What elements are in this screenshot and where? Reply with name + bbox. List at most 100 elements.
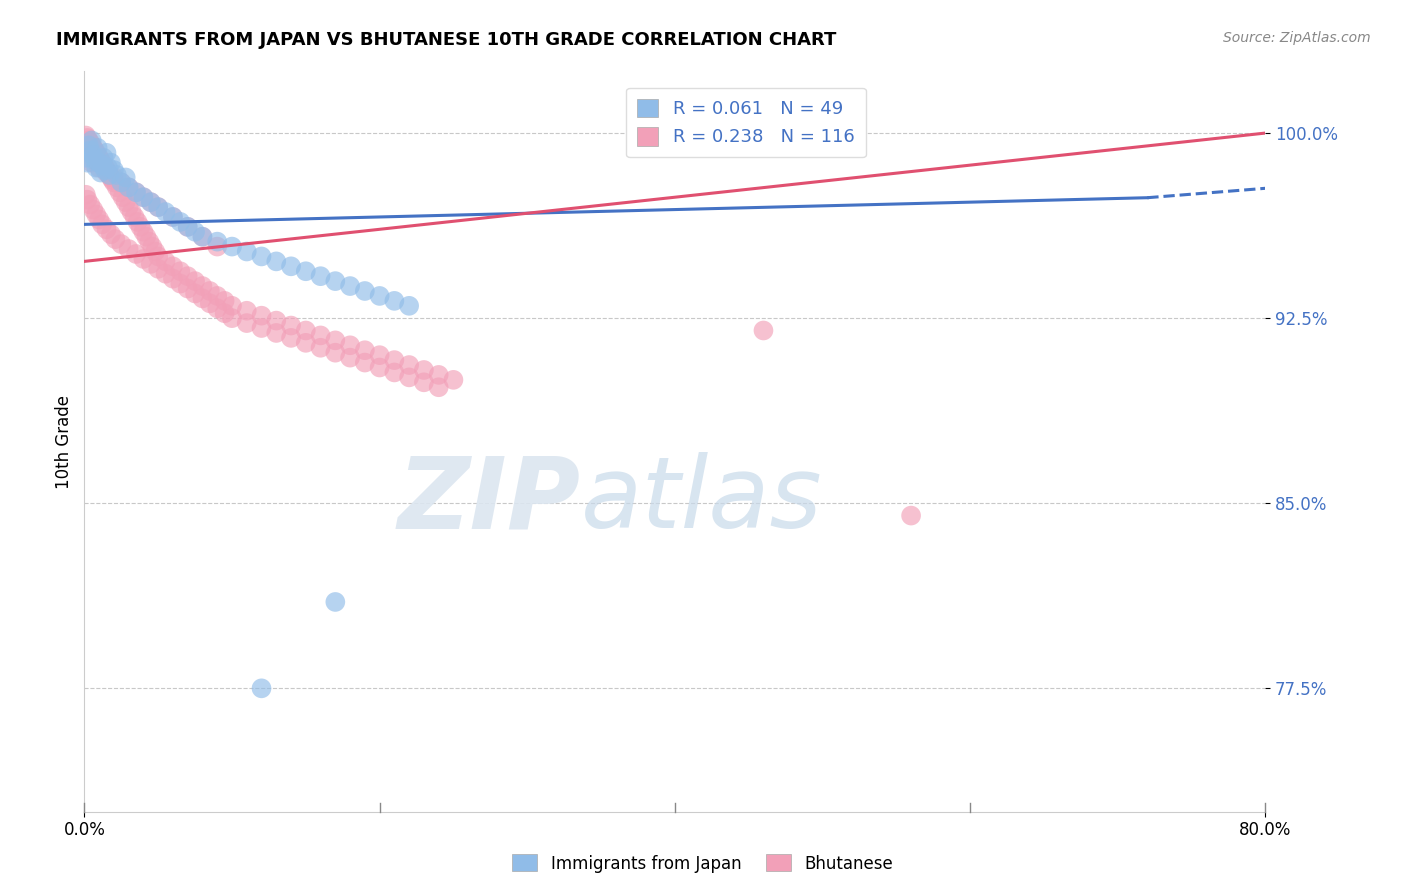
- Point: [129, 219, 152, 234]
- Point: [280, 331, 302, 345]
- Point: [108, 186, 131, 200]
- Point: [96, 165, 118, 179]
- Point: [86, 141, 108, 155]
- Point: [105, 180, 128, 194]
- Point: [94, 161, 117, 175]
- Point: [105, 168, 128, 182]
- Point: [398, 358, 420, 372]
- Point: [84, 207, 107, 221]
- Point: [125, 247, 148, 261]
- Point: [79, 197, 101, 211]
- Point: [103, 175, 125, 189]
- Point: [79, 136, 101, 150]
- Point: [77, 133, 100, 147]
- Point: [266, 313, 288, 327]
- Point: [250, 309, 273, 323]
- Point: [118, 200, 141, 214]
- Point: [325, 345, 347, 359]
- Point: [90, 165, 112, 179]
- Point: [87, 155, 111, 169]
- Point: [368, 289, 391, 303]
- Point: [191, 279, 214, 293]
- Point: [198, 284, 221, 298]
- Point: [169, 277, 191, 291]
- Point: [114, 195, 136, 210]
- Point: [368, 360, 391, 375]
- Point: [110, 175, 132, 189]
- Point: [148, 249, 170, 263]
- Point: [339, 351, 361, 365]
- Point: [118, 242, 141, 256]
- Point: [354, 343, 377, 358]
- Point: [87, 161, 111, 175]
- Point: [90, 153, 112, 168]
- Text: Source: ZipAtlas.com: Source: ZipAtlas.com: [1223, 31, 1371, 45]
- Point: [309, 341, 332, 355]
- Point: [339, 338, 361, 352]
- Point: [207, 239, 229, 253]
- Point: [325, 334, 347, 348]
- Point: [413, 376, 436, 390]
- Point: [93, 151, 115, 165]
- Point: [143, 244, 166, 259]
- Point: [101, 173, 124, 187]
- Point: [354, 355, 377, 369]
- Point: [139, 195, 162, 210]
- Point: [93, 158, 115, 172]
- Point: [214, 293, 236, 308]
- Point: [91, 218, 114, 232]
- Point: [207, 289, 229, 303]
- Point: [295, 335, 318, 350]
- Point: [76, 193, 98, 207]
- Point: [77, 138, 100, 153]
- Point: [177, 219, 200, 234]
- Point: [184, 274, 207, 288]
- Point: [96, 222, 118, 236]
- Point: [87, 212, 111, 227]
- Point: [141, 239, 163, 253]
- Point: [280, 260, 302, 274]
- Point: [325, 595, 347, 609]
- Point: [127, 215, 149, 229]
- Point: [443, 373, 465, 387]
- Point: [83, 144, 105, 158]
- Point: [221, 311, 243, 326]
- Point: [155, 254, 177, 268]
- Point: [132, 190, 155, 204]
- Point: [80, 133, 103, 147]
- Point: [191, 229, 214, 244]
- Point: [84, 161, 107, 175]
- Point: [114, 170, 136, 185]
- Point: [266, 326, 288, 340]
- Point: [103, 170, 125, 185]
- Point: [118, 180, 141, 194]
- Point: [280, 318, 302, 333]
- Point: [135, 229, 157, 244]
- Point: [148, 200, 170, 214]
- Point: [162, 210, 184, 224]
- Point: [80, 155, 103, 169]
- Point: [162, 260, 184, 274]
- Point: [139, 195, 162, 210]
- Point: [97, 165, 120, 179]
- Point: [121, 205, 143, 219]
- Point: [207, 301, 229, 316]
- Point: [75, 128, 97, 143]
- Point: [162, 271, 184, 285]
- Point: [354, 284, 377, 298]
- Point: [398, 299, 420, 313]
- Point: [104, 232, 127, 246]
- Text: IMMIGRANTS FROM JAPAN VS BHUTANESE 10TH GRADE CORRELATION CHART: IMMIGRANTS FROM JAPAN VS BHUTANESE 10TH …: [56, 31, 837, 49]
- Point: [413, 363, 436, 377]
- Point: [250, 249, 273, 263]
- Point: [80, 138, 103, 153]
- Point: [96, 163, 118, 178]
- Point: [169, 215, 191, 229]
- Point: [155, 267, 177, 281]
- Point: [900, 508, 922, 523]
- Point: [87, 151, 111, 165]
- Point: [177, 269, 200, 284]
- Point: [83, 153, 105, 168]
- Point: [132, 190, 155, 204]
- Legend: R = 0.061   N = 49, R = 0.238   N = 116: R = 0.061 N = 49, R = 0.238 N = 116: [626, 87, 866, 157]
